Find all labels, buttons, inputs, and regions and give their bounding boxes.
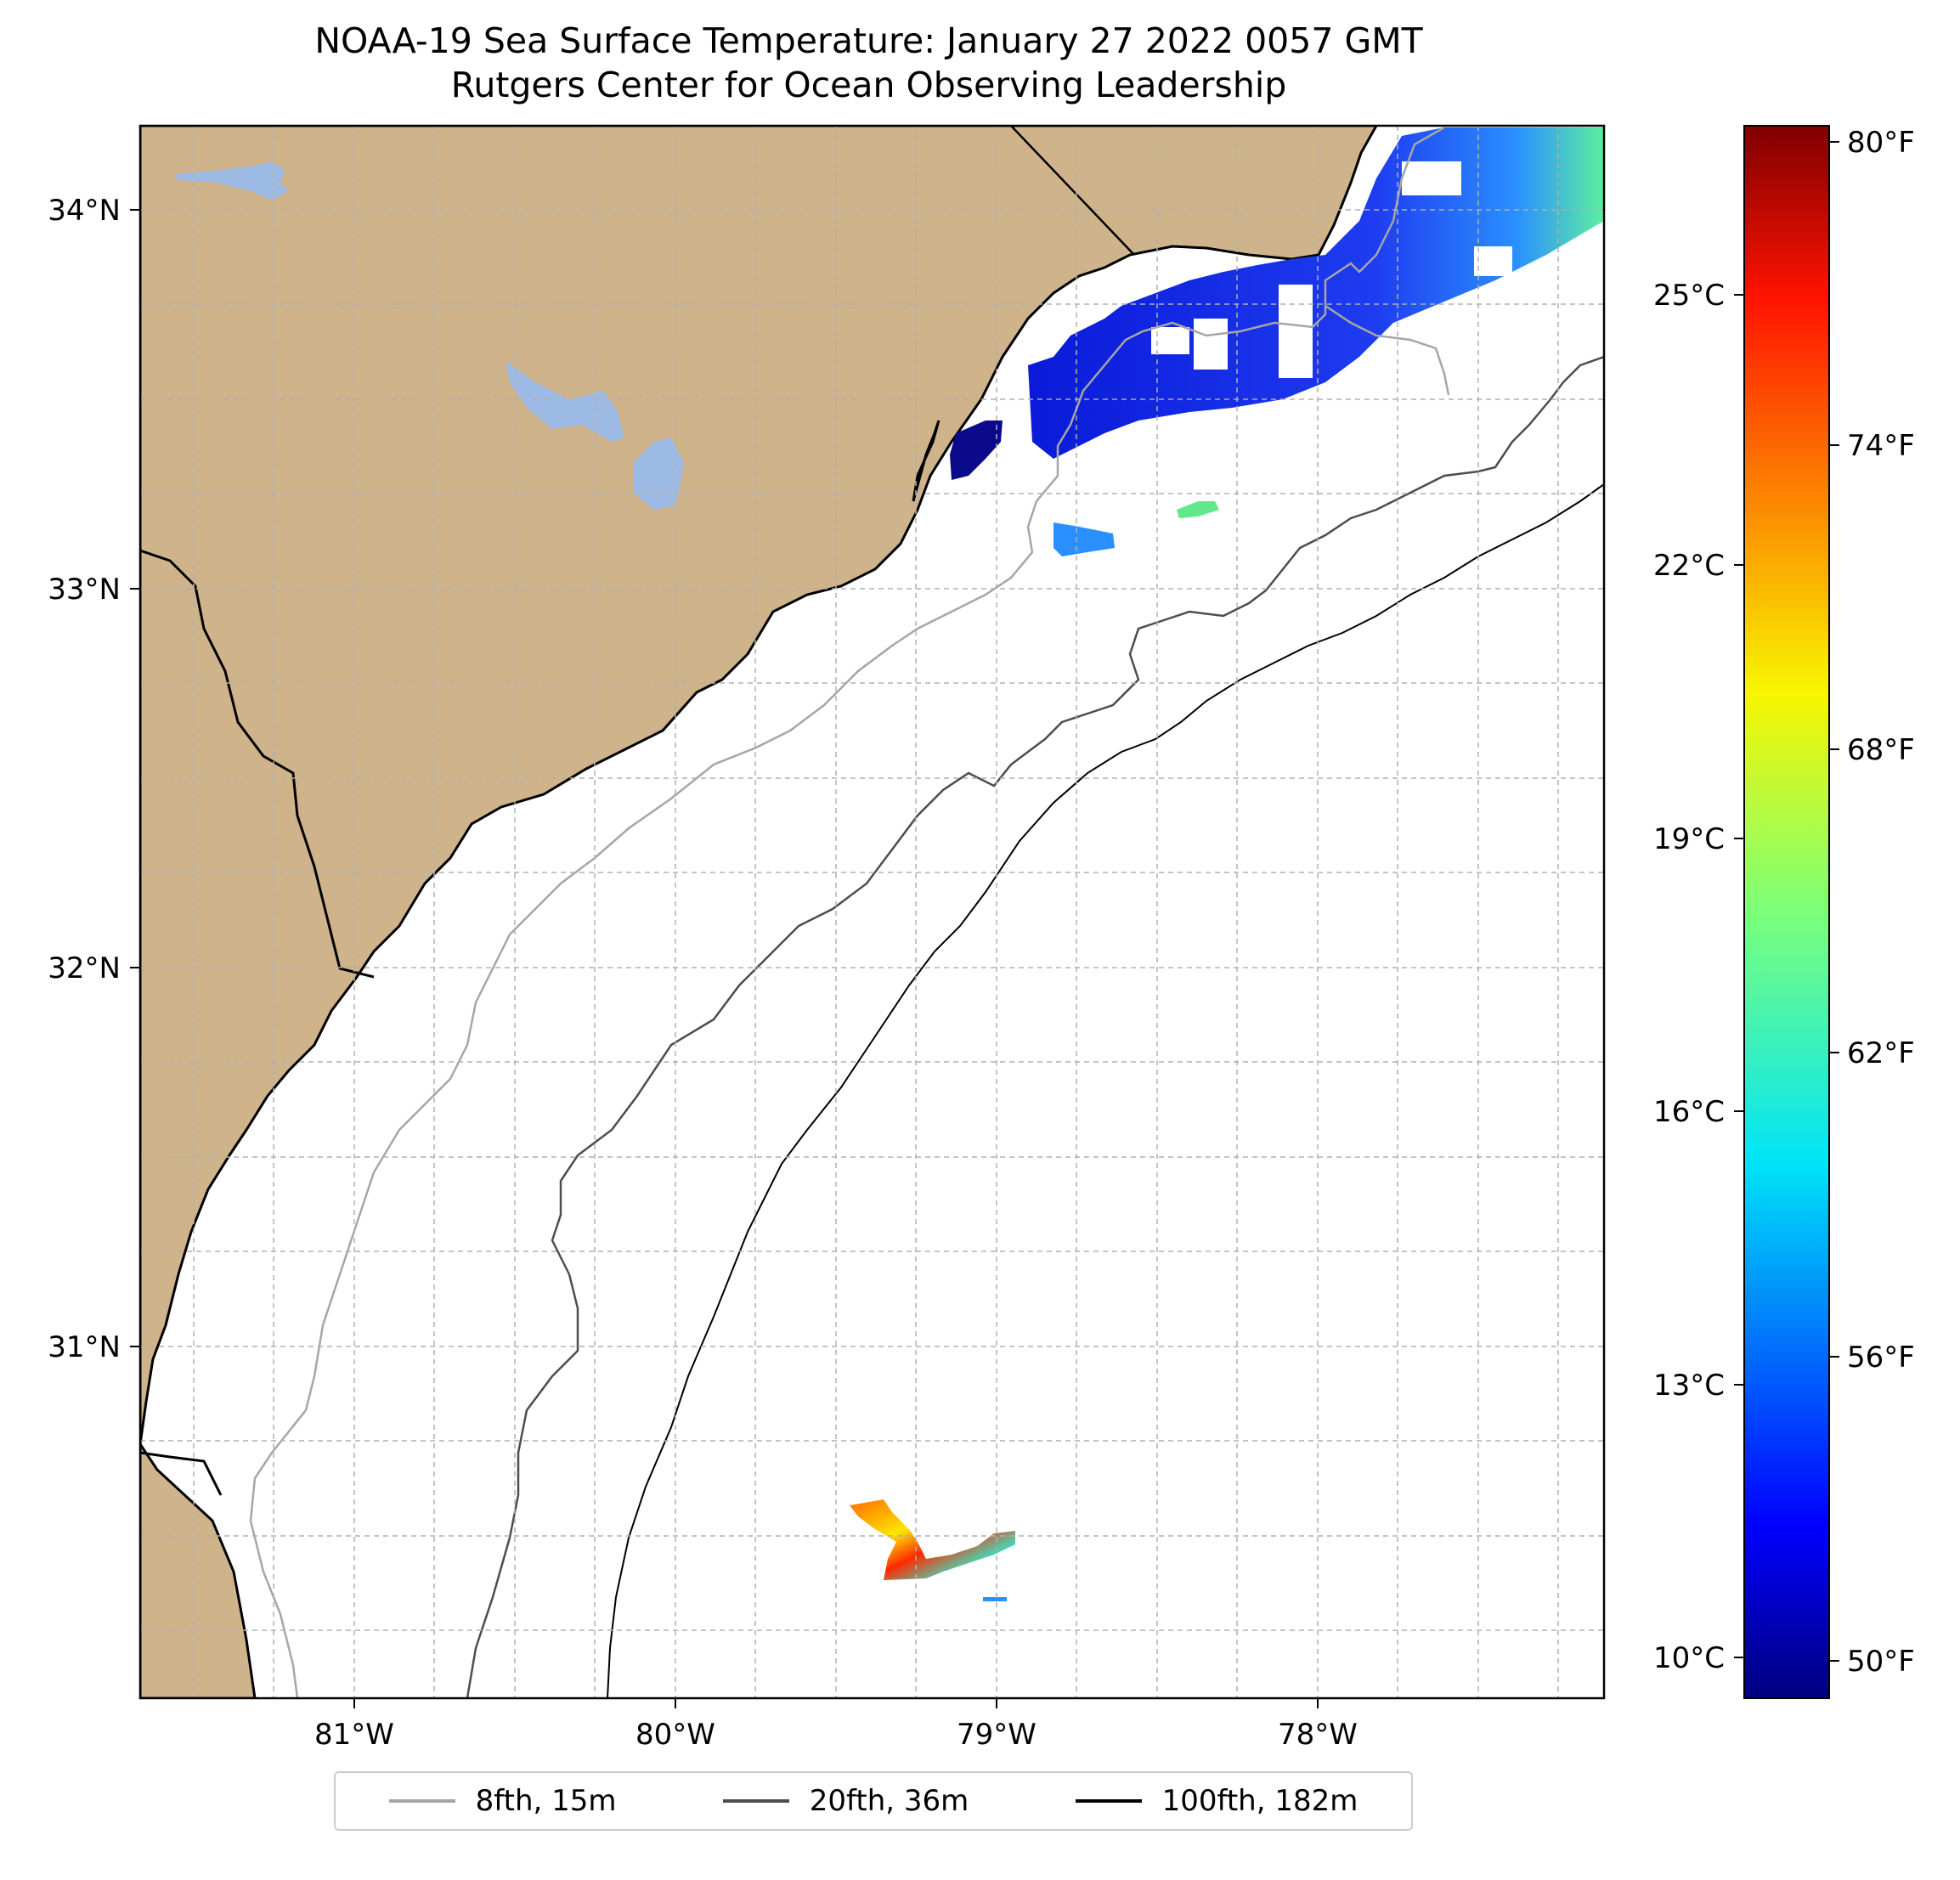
county-line-2 <box>140 1451 223 1496</box>
colorbar-ticks <box>1734 141 1839 1662</box>
cbar-f-80: 80°F <box>1847 126 1915 160</box>
sst-gap <box>1194 319 1228 370</box>
cbar-f-68: 68°F <box>1847 733 1915 767</box>
sst-patch-dark <box>950 421 1003 480</box>
title-line-1: NOAA-19 Sea Surface Temperature: January… <box>314 20 1423 61</box>
cbar-c-16: 16°C <box>1653 1095 1725 1129</box>
cbar-c-10: 10°C <box>1653 1641 1725 1675</box>
legend-swatch-20fth <box>722 1799 789 1803</box>
county-line <box>140 549 375 979</box>
state-border <box>1010 126 1135 256</box>
cbar-f-74: 74°F <box>1847 429 1915 463</box>
lake <box>174 161 289 200</box>
legend-label-8fth: 8fth, 15m <box>475 1784 617 1818</box>
isobath-100fth <box>607 483 1604 1698</box>
lon-label-78w: 78°W <box>1278 1718 1358 1752</box>
title-line-2: Rutgers Center for Ocean Observing Leade… <box>450 65 1287 105</box>
gridlines <box>140 126 1604 1698</box>
isobath-8fth <box>249 126 1445 1698</box>
sst-patch-green <box>1177 501 1219 518</box>
isobath-20fth <box>466 355 1604 1698</box>
legend-item-100fth: 100fth, 182m <box>1075 1784 1358 1818</box>
lon-label-81w: 81°W <box>314 1718 394 1752</box>
sst-gap <box>1402 161 1461 195</box>
land-strip <box>140 1442 257 1698</box>
sst-gap <box>1474 246 1512 276</box>
cbar-c-19: 19°C <box>1653 822 1725 856</box>
lat-label-32n: 32°N <box>48 951 121 985</box>
colorbar <box>1743 125 1830 1699</box>
cbar-f-50: 50°F <box>1847 1645 1915 1679</box>
cbar-f-62: 62°F <box>1847 1036 1915 1070</box>
legend-label-100fth: 100fth, 182m <box>1161 1784 1358 1818</box>
cbar-f-56: 56°F <box>1847 1341 1915 1375</box>
cbar-c-25: 25°C <box>1653 279 1725 313</box>
legend-item-20fth: 20fth, 36m <box>722 1784 969 1818</box>
lat-label-31n: 31°N <box>48 1330 121 1364</box>
isobath-8fth-east <box>1325 304 1450 396</box>
map-title: NOAA-19 Sea Surface Temperature: January… <box>136 19 1601 107</box>
legend-swatch-8fth <box>388 1799 455 1803</box>
sst-patch-south <box>850 1499 1015 1580</box>
sst-patch-small <box>1053 522 1115 556</box>
cbar-c-13: 13°C <box>1653 1369 1725 1403</box>
legend-item-8fth: 8fth, 15m <box>388 1784 617 1818</box>
cbar-c-22: 22°C <box>1653 549 1725 583</box>
legend-swatch-100fth <box>1075 1799 1142 1803</box>
axis-ticks <box>130 209 1319 1708</box>
sst-patch-tiny <box>983 1597 1007 1601</box>
legend-label-20fth: 20fth, 36m <box>809 1784 969 1818</box>
lat-label-34n: 34°N <box>48 194 121 228</box>
sst-gap <box>1279 285 1313 378</box>
lake <box>633 438 684 510</box>
land <box>140 126 1378 1445</box>
lat-label-33n: 33°N <box>48 573 121 607</box>
lon-label-79w: 79°W <box>957 1718 1036 1752</box>
lake <box>506 361 624 442</box>
estuary <box>912 420 940 502</box>
map-plot-area <box>140 126 1604 1698</box>
map-frame <box>138 124 1606 1700</box>
isobath-legend: 8fth, 15m 20fth, 36m 100fth, 182m <box>334 1771 1413 1831</box>
lon-label-80w: 80°W <box>635 1718 715 1752</box>
